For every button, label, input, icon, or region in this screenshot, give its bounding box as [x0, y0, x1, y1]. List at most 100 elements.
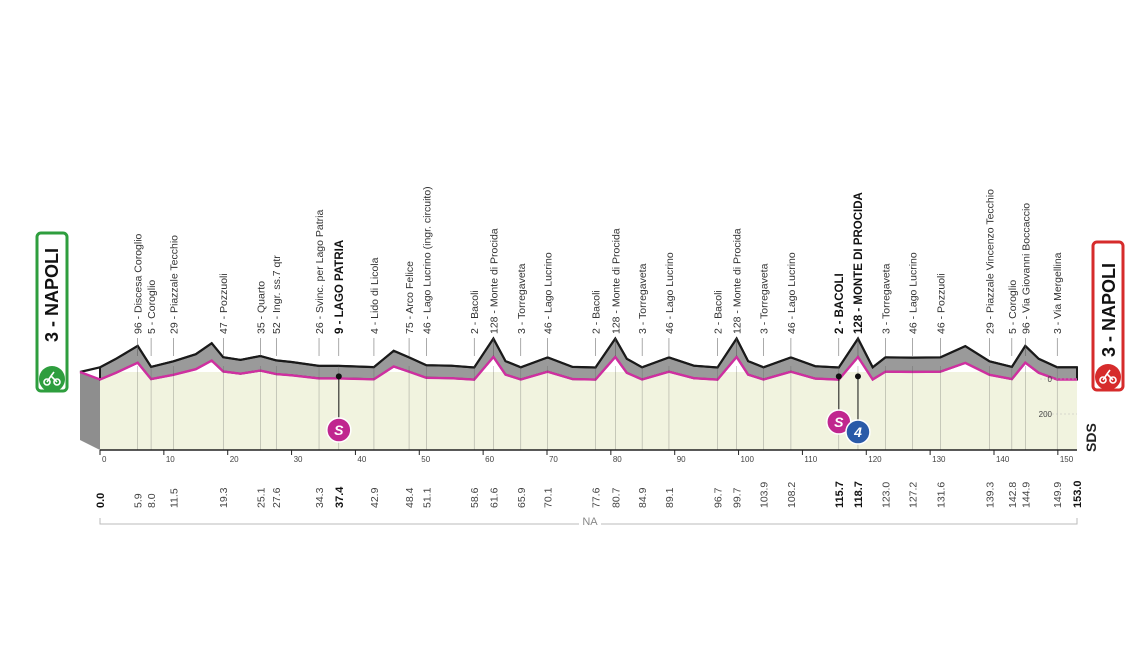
waypoint-label: 46 - Pozzuoli: [935, 273, 947, 334]
waypoint-km: 8.0: [146, 493, 158, 508]
marker-dot: [854, 373, 861, 380]
x-tick-label: 10: [166, 455, 175, 464]
waypoint-label: 47 - Pozzuoli: [218, 273, 230, 334]
x-tick-label: 30: [294, 455, 303, 464]
waypoint-km: 149.9: [1052, 482, 1064, 508]
waypoint-km: 0.0: [95, 493, 107, 508]
waypoint-km: 123.0: [880, 482, 892, 508]
altitude-tick-label: 0: [1048, 375, 1053, 384]
marker-badge: [845, 419, 871, 445]
x-tick-label: 80: [613, 455, 622, 464]
waypoint-label: 2 - Bacoli: [712, 290, 724, 334]
waypoint-label: 2 - BACOLI: [834, 273, 846, 334]
waypoint-label: 9 - LAGO PATRIA: [334, 240, 346, 334]
relief-ridge-line: [79, 336, 1077, 374]
waypoint-label: 96 - Discesa Coroglio: [133, 233, 145, 334]
waypoint-label: 3 - Torregaveta: [637, 263, 649, 334]
waypoint-km: 139.3: [985, 482, 997, 508]
waypoint-label: 3 - Torregaveta: [758, 263, 770, 334]
waypoint-km: 34.3: [314, 487, 326, 508]
waypoint-label: 128 - Monte di Procida: [732, 228, 744, 334]
climb-category-marker: 4: [845, 373, 871, 445]
x-tick-label: 40: [357, 455, 366, 464]
waypoint-label: 96 - Via Giovanni Boccaccio: [1020, 203, 1032, 334]
start-icon-circle: [39, 366, 65, 392]
marker-letter: S: [834, 414, 844, 430]
waypoint-km: 103.9: [758, 482, 770, 508]
finish-icon-circle: [1095, 364, 1121, 390]
altitude-tick-label: 200: [1039, 410, 1053, 419]
waypoint-label: 46 - Lago Lucrino: [543, 252, 555, 334]
x-tick-label: 50: [421, 455, 430, 464]
waypoint-km: 11.5: [168, 488, 180, 508]
waypoint-label: 46 - Lago Lucrino: [907, 252, 919, 334]
profile-side-face: [80, 372, 100, 450]
waypoint-km: 48.4: [404, 487, 416, 508]
x-tick-label: 0: [102, 455, 107, 464]
marker-dot: [835, 373, 842, 380]
waypoint-label: 3 - Torregaveta: [880, 263, 892, 334]
marker-letter: 4: [853, 424, 862, 440]
x-tick-label: 60: [485, 455, 494, 464]
waypoint-km: 58.6: [469, 487, 481, 508]
waypoint-km: 25.1: [255, 487, 267, 508]
start-badge: 3 - NAPOLI: [35, 231, 69, 393]
waypoint-km: 27.6: [271, 487, 283, 508]
waypoint-km: 84.9: [637, 487, 649, 508]
waypoint-km: 144.9: [1020, 482, 1032, 508]
waypoint-km: 131.6: [935, 482, 947, 508]
waypoint-km: 80.7: [610, 487, 622, 508]
finish-badge: 3 - NAPOLI: [1091, 240, 1125, 392]
waypoint-label: 5 - Coroglio: [146, 280, 158, 334]
marker-letter: S: [334, 422, 344, 438]
waypoint-label: 46 - Lago Lucrino (ingr. circuito): [421, 186, 433, 334]
finish-badge-label: 3 - NAPOLI: [1099, 263, 1119, 357]
waypoint-label: 128 - Monte di Procida: [610, 228, 622, 334]
waypoint-km: 19.3: [218, 487, 230, 508]
waypoint-km: 118.7: [853, 481, 865, 508]
waypoint-label: 4 - Lido di Licola: [369, 257, 381, 334]
waypoint-km: 65.9: [516, 487, 528, 508]
waypoint-km: 77.6: [591, 487, 603, 508]
waypoint-label: 128 - MONTE DI PROCIDA: [853, 192, 865, 334]
waypoint-label: 35 - Quarto: [255, 281, 267, 334]
x-tick-label: 90: [677, 455, 686, 464]
x-tick-label: 120: [868, 455, 882, 464]
x-tick-label: 70: [549, 455, 558, 464]
x-tick-label: 20: [230, 455, 239, 464]
sprint-marker: S: [326, 373, 352, 443]
waypoint-km: 115.7: [834, 481, 846, 508]
waypoint-km: 142.8: [1007, 482, 1019, 508]
waypoint-km: 51.1: [421, 487, 433, 508]
waypoint-label: 52 - Ingr. ss.7 qtr: [271, 255, 283, 334]
waypoint-label: 29 - Piazzale Vincenzo Tecchio: [985, 189, 997, 334]
waypoint-label: 3 - Via Mergellina: [1052, 252, 1064, 334]
marker-dot: [335, 373, 342, 380]
waypoint-km: 37.4: [334, 486, 346, 508]
sprint-marker: S: [826, 373, 852, 435]
waypoint-km: 42.9: [369, 487, 381, 508]
waypoint-km: 89.1: [664, 487, 676, 508]
x-tick-label: 130: [932, 455, 946, 464]
start-badge-label: 3 - NAPOLI: [42, 248, 62, 342]
region-label: NA: [582, 516, 598, 528]
waypoint-label: 46 - Lago Lucrino: [664, 252, 676, 334]
waypoint-km: 108.2: [786, 482, 798, 508]
profile-base: [100, 372, 1077, 450]
finish-cyclist-icon: [1099, 369, 1117, 384]
waypoint-label: 2 - Bacoli: [591, 290, 603, 334]
waypoint-label: 29 - Piazzale Tecchio: [168, 235, 180, 334]
waypoint-km: 61.6: [488, 487, 500, 508]
cyclist-icon: [43, 371, 61, 386]
sds-logo: SDS: [1083, 423, 1099, 452]
waypoint-label: 75 - Arco Felice: [404, 261, 416, 334]
x-tick-label: 100: [741, 455, 755, 464]
route-line: [79, 354, 1077, 382]
waypoint-km: 70.1: [543, 487, 555, 508]
waypoint-km: 5.9: [133, 493, 145, 508]
region-bracket: NA: [99, 515, 1078, 528]
waypoint-label: 2 - Bacoli: [469, 290, 481, 334]
waypoint-km: 99.7: [732, 487, 744, 508]
